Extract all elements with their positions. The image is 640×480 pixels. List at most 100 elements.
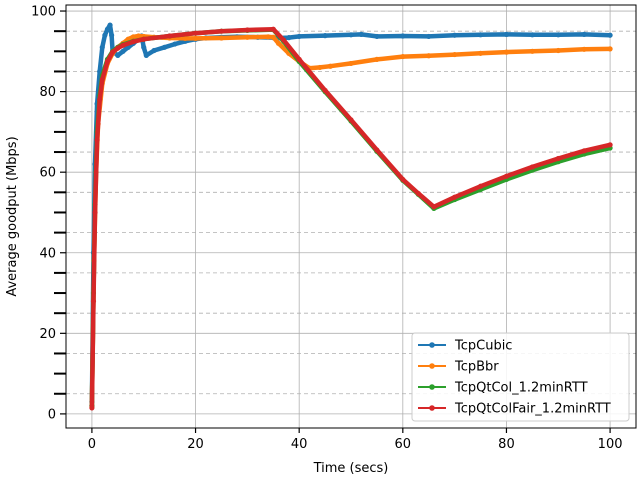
series-point-0 [102,32,108,38]
series-point-0 [322,33,328,39]
series-point-0 [109,32,115,38]
series-point-3 [115,45,121,51]
series-point-3 [296,56,302,62]
series-point-3 [141,36,147,42]
series-point-3 [415,190,421,197]
series-point-1 [275,40,282,46]
series-point-0 [374,33,380,40]
series-point-3 [374,147,380,153]
series-point-3 [99,76,105,83]
x-axis-label: Time (secs) [313,461,389,476]
series-point-0 [286,35,292,41]
series-point-1 [218,35,225,41]
series-point-3 [130,39,136,45]
series-point-3 [218,28,225,34]
series-point-0 [104,26,111,32]
series-point-3 [400,176,406,183]
series-point-1 [581,46,587,52]
x-tick-label: 60 [395,437,412,452]
series-point-3 [110,49,116,55]
y-tick-label: 20 [39,327,56,342]
series-point-0 [529,32,535,38]
y-tick-label: 100 [31,5,56,20]
series-point-0 [143,52,149,58]
series-point-0 [120,48,126,54]
series-point-3 [529,164,535,170]
series-point-1 [477,50,484,56]
series-point-1 [327,63,333,69]
series-point-3 [92,209,98,216]
legend-box [411,332,630,422]
series-point-3 [581,148,587,154]
series-point-3 [322,87,328,94]
x-tick-label: 0 [88,437,96,452]
series-point-3 [104,58,111,64]
series-point-0 [99,44,105,50]
series-point-1 [452,51,458,58]
series-point-3 [192,30,199,36]
series-point-0 [607,32,613,38]
series-point-0 [151,47,157,54]
series-point-0 [555,32,561,38]
series-point-1 [503,49,510,55]
series-point-0 [503,31,510,38]
series-point-3 [555,155,561,162]
series-point-0 [172,41,178,47]
legend-swatch-marker [429,405,435,411]
series-point-3 [97,97,103,103]
series-point-1 [270,34,276,40]
legend-label: TcpBbr [454,360,499,375]
y-axis-label: Average goodput (Mbps) [5,136,20,296]
series-point-0 [400,33,406,39]
series-point-1 [244,34,250,40]
series-point-0 [452,32,458,38]
legend-swatch-marker [429,384,435,390]
x-tick-label: 40 [291,437,308,452]
series-point-0 [477,32,484,38]
series-line-3 [89,26,613,411]
series-point-1 [192,35,199,42]
series-point-3 [94,137,100,143]
series-point-1 [374,56,380,62]
series-point-3 [431,204,437,210]
tick-layer: 0 20 40 60 80 100 0 20 40 60 80 100 [31,5,622,452]
series-point-0 [296,33,302,40]
series-point-0 [141,44,147,50]
series-point-3 [270,26,276,32]
y-tick-label: 60 [39,166,56,181]
series-point-0 [348,32,354,38]
x-tick-label: 80 [498,437,515,452]
x-tick-label: 20 [187,437,204,452]
legend-label: TcpQtColFair_1.2minRTT [454,402,611,417]
series-point-3 [452,194,458,200]
series-point-3 [607,142,613,148]
series-point-1 [182,35,188,42]
legend-swatch-marker [429,342,435,348]
legend-label: TcpCubic [454,339,512,354]
series-point-3 [167,33,173,39]
series-point-3 [244,27,250,33]
series-point-3 [503,173,510,179]
series-point-1 [426,53,432,59]
series-point-0 [358,31,364,38]
plot-frame [65,4,637,429]
series-point-0 [581,31,587,38]
series-point-3 [90,298,97,304]
series-point-1 [135,33,142,39]
series-point-3 [89,405,95,411]
series-point-1 [607,46,613,52]
series-layer [89,22,613,411]
y-tick-label: 0 [48,407,56,422]
x-tick-label: 100 [598,437,623,452]
legend: TcpCubic TcpBbr TcpQtCol_1.2minRTT TcpQtCol… [411,332,630,422]
legend-label: TcpQtCol_1.2minRTT [454,381,588,396]
series-point-0 [426,33,432,40]
series-point-3 [281,37,287,43]
series-point-3 [348,117,354,123]
series-point-1 [348,60,354,67]
series-point-0 [161,44,168,50]
y-tick-label: 40 [39,246,56,261]
series-point-1 [317,64,323,71]
series-point-1 [400,53,406,60]
